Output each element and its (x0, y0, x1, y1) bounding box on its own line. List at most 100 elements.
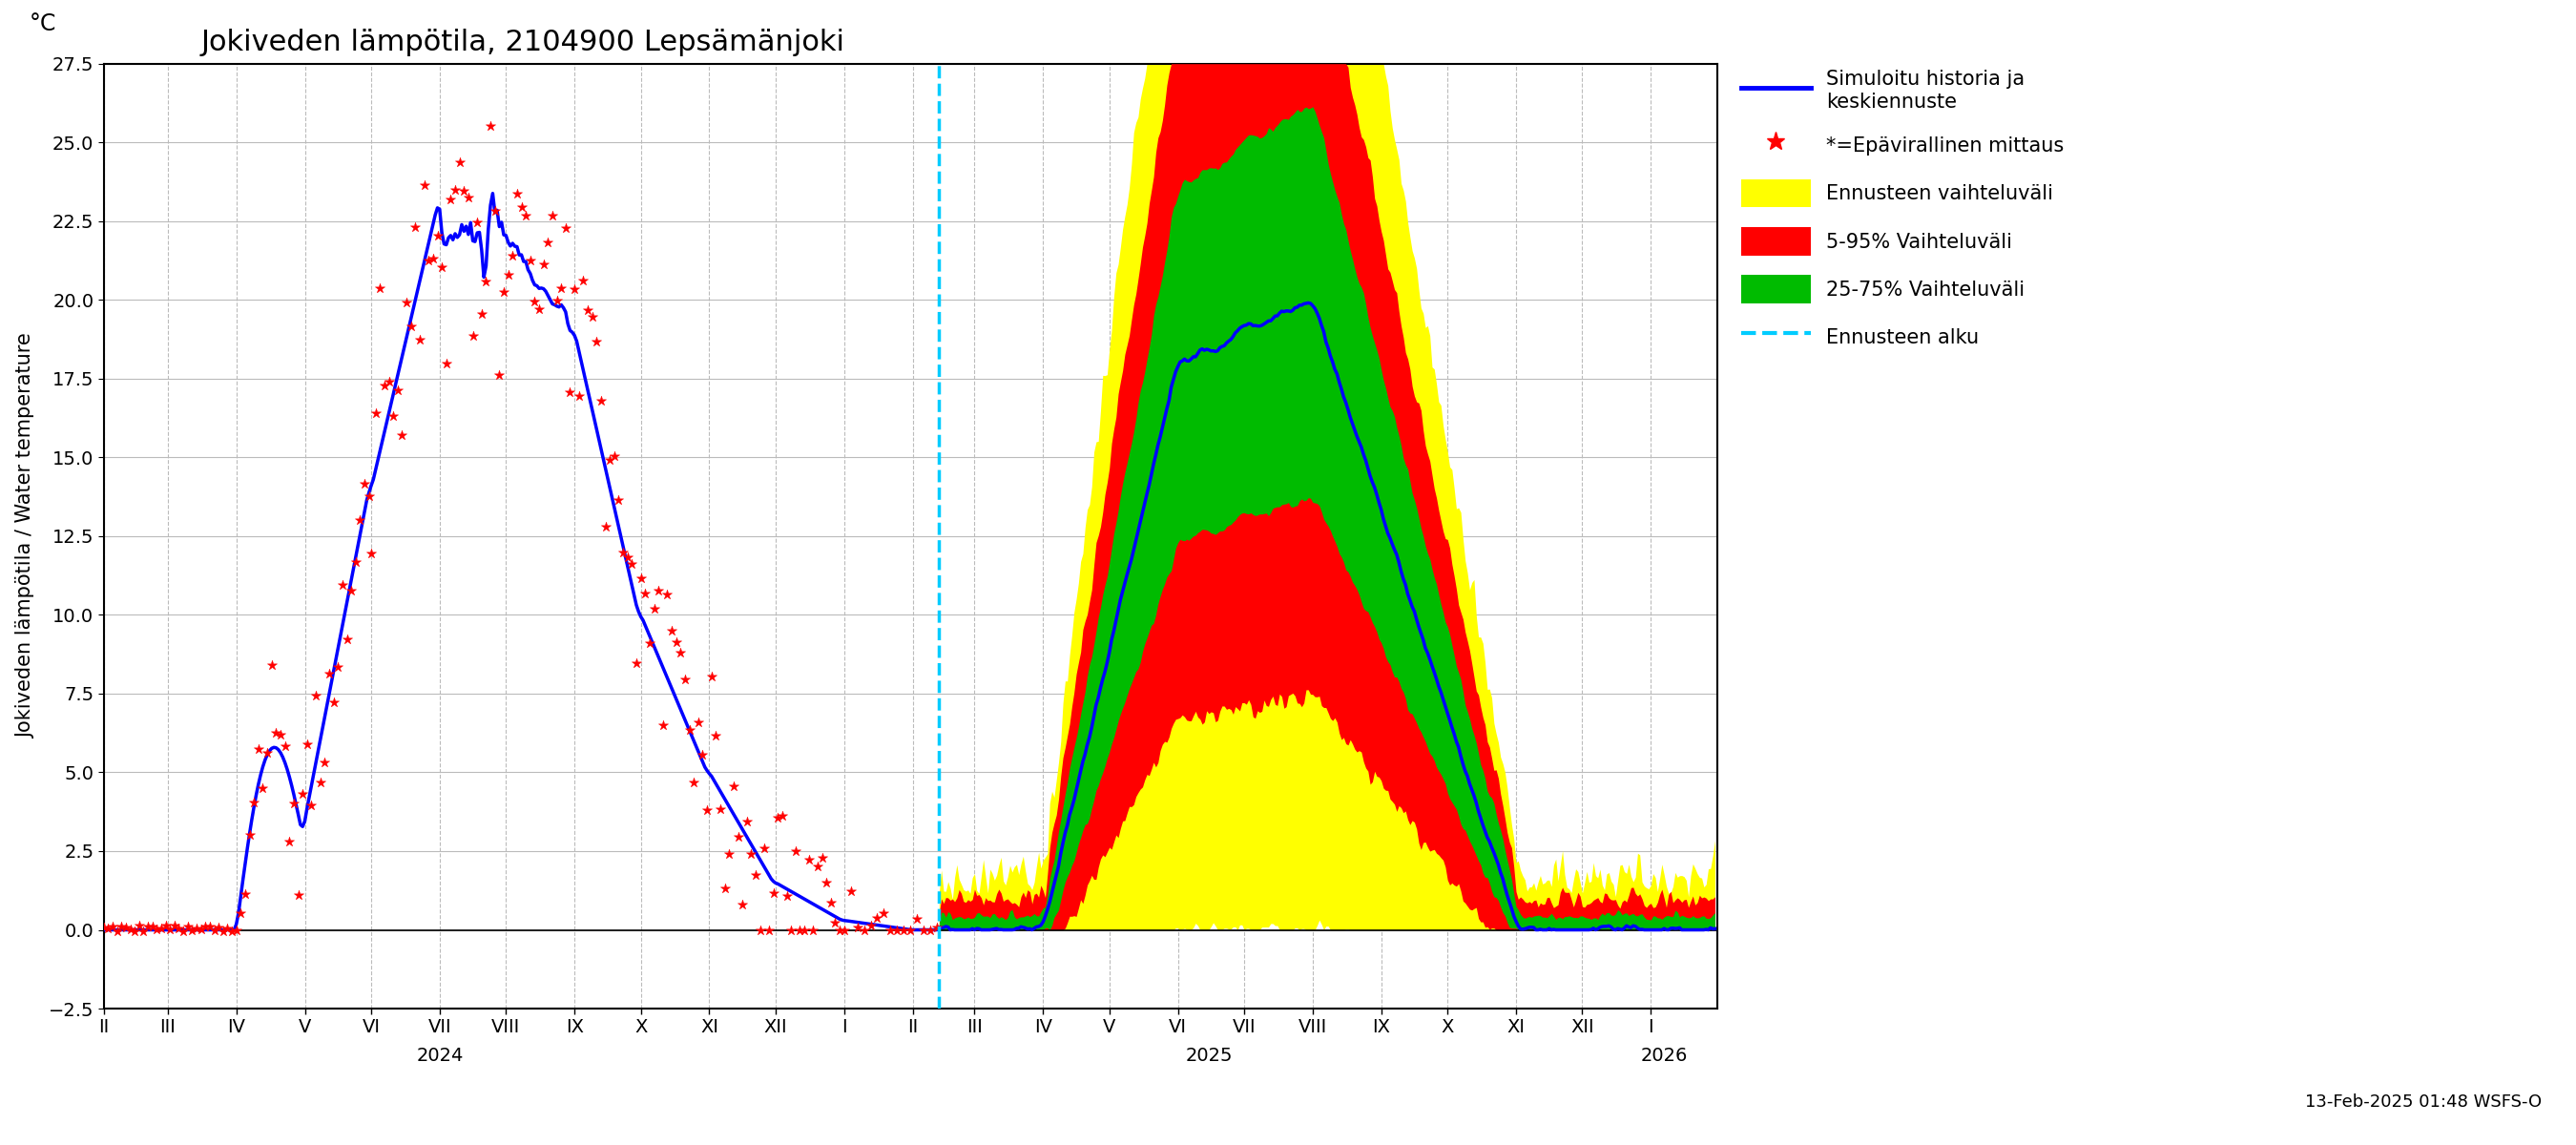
Point (412, 250, 453, 268)
Point (456, 213, 497, 231)
Point (345, 475, 386, 493)
Point (188, 917, 229, 935)
Point (88, 919, 129, 938)
Point (474, 202, 515, 220)
Point (247, 743, 289, 761)
Point (180, 921, 222, 939)
Point (889, 921, 930, 939)
Point (118, 916, 160, 934)
Point (554, 279, 595, 298)
Point (652, 622, 693, 640)
Point (340, 511, 381, 529)
Point (500, 198, 541, 216)
Point (567, 301, 608, 319)
Text: 2024: 2024 (417, 1047, 464, 1065)
Point (781, 921, 822, 939)
Point (752, 884, 793, 902)
Point (113, 922, 155, 940)
Point (126, 917, 167, 935)
Point (361, 279, 402, 298)
Point (296, 687, 337, 705)
Point (904, 921, 945, 939)
Point (592, 448, 634, 466)
Point (819, 921, 860, 939)
Point (585, 518, 626, 536)
Point (173, 921, 214, 939)
Point (577, 332, 618, 350)
Point (443, 182, 484, 200)
Point (219, 905, 260, 923)
Point (814, 914, 855, 932)
Point (106, 918, 147, 937)
Point (242, 780, 283, 798)
Point (216, 921, 258, 939)
Point (549, 382, 590, 401)
Point (654, 633, 696, 652)
Point (268, 832, 309, 851)
Point (670, 721, 711, 740)
Point (466, 273, 507, 291)
Point (634, 599, 675, 617)
Point (721, 895, 762, 914)
Point (765, 887, 806, 906)
Point (708, 845, 750, 863)
Point (837, 918, 878, 937)
Point (131, 917, 173, 935)
Point (719, 827, 760, 845)
Point (93, 917, 134, 935)
Point (757, 808, 799, 827)
Point (487, 266, 528, 284)
Point (407, 252, 448, 270)
Point (469, 117, 510, 135)
Point (562, 271, 603, 290)
Point (580, 392, 621, 410)
Point (281, 784, 322, 803)
Point (265, 737, 307, 756)
Point (309, 664, 350, 682)
Point (701, 800, 742, 819)
Point (603, 544, 644, 562)
Point (448, 188, 489, 206)
Point (404, 175, 446, 194)
Point (335, 553, 376, 571)
Point (399, 331, 440, 349)
Point (144, 916, 185, 934)
Text: 2025: 2025 (1185, 1047, 1231, 1065)
Point (750, 921, 791, 939)
Point (917, 918, 958, 937)
Text: 2026: 2026 (1641, 1047, 1687, 1065)
Point (714, 777, 755, 796)
Point (376, 380, 417, 398)
Point (82, 918, 124, 937)
Point (124, 922, 165, 940)
Point (677, 713, 719, 732)
Point (273, 795, 314, 813)
Point (744, 839, 786, 858)
Point (647, 585, 688, 603)
Point (665, 670, 706, 688)
Point (876, 921, 917, 939)
Point (224, 885, 265, 903)
Point (157, 919, 198, 938)
Y-axis label: Jokiveden lämpötila / Water temperature: Jokiveden lämpötila / Water temperature (15, 333, 36, 739)
Text: 13-Feb-2025 01:48 WSFS-O: 13-Feb-2025 01:48 WSFS-O (2306, 1093, 2543, 1111)
Point (541, 279, 582, 298)
Point (505, 206, 546, 224)
Point (185, 917, 227, 935)
Point (734, 866, 775, 884)
Point (206, 919, 247, 938)
Point (884, 921, 925, 939)
Point (824, 921, 866, 939)
Point (142, 919, 183, 938)
Point (510, 251, 551, 269)
Point (696, 727, 737, 745)
Point (732, 844, 773, 862)
Point (793, 921, 835, 939)
Point (621, 569, 662, 587)
Point (299, 773, 340, 791)
Point (381, 426, 422, 444)
Point (639, 582, 680, 600)
Point (234, 793, 276, 812)
Point (842, 921, 884, 939)
Point (690, 668, 732, 686)
